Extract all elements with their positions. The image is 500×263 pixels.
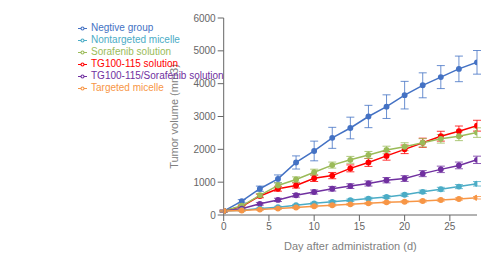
html-text:TG100-115/Sorafenib solution: TG100-115/Sorafenib solution — [91, 70, 224, 81]
svg-text:0: 0 — [210, 210, 216, 221]
svg-text:0: 0 — [221, 221, 227, 232]
svg-text:2000: 2000 — [193, 144, 216, 155]
html-text:Sorafenib solution: Sorafenib solution — [91, 46, 172, 57]
svg-text:15: 15 — [354, 221, 366, 232]
svg-text:4000: 4000 — [193, 78, 216, 89]
html-text:Targeted micelle: Targeted micelle — [91, 82, 164, 93]
svg-text:20: 20 — [399, 221, 411, 232]
html-text:Negtive group: Negtive group — [91, 22, 154, 33]
svg-text:6000: 6000 — [193, 13, 216, 24]
svg-text:3000: 3000 — [193, 111, 216, 122]
html-text:Nontargeted micelle: Nontargeted micelle — [91, 34, 180, 45]
html-text:TG100-115 solution: TG100-115 solution — [91, 58, 179, 69]
svg-text:5: 5 — [266, 221, 272, 232]
svg-text:Day after administration (d): Day after administration (d) — [284, 240, 417, 252]
svg-text:1000: 1000 — [193, 177, 216, 188]
svg-text:10: 10 — [309, 221, 321, 232]
svg-text:Tumor volume (mm3): Tumor volume (mm3) — [168, 64, 180, 169]
svg-text:25: 25 — [444, 221, 456, 232]
svg-text:5000: 5000 — [193, 45, 216, 56]
